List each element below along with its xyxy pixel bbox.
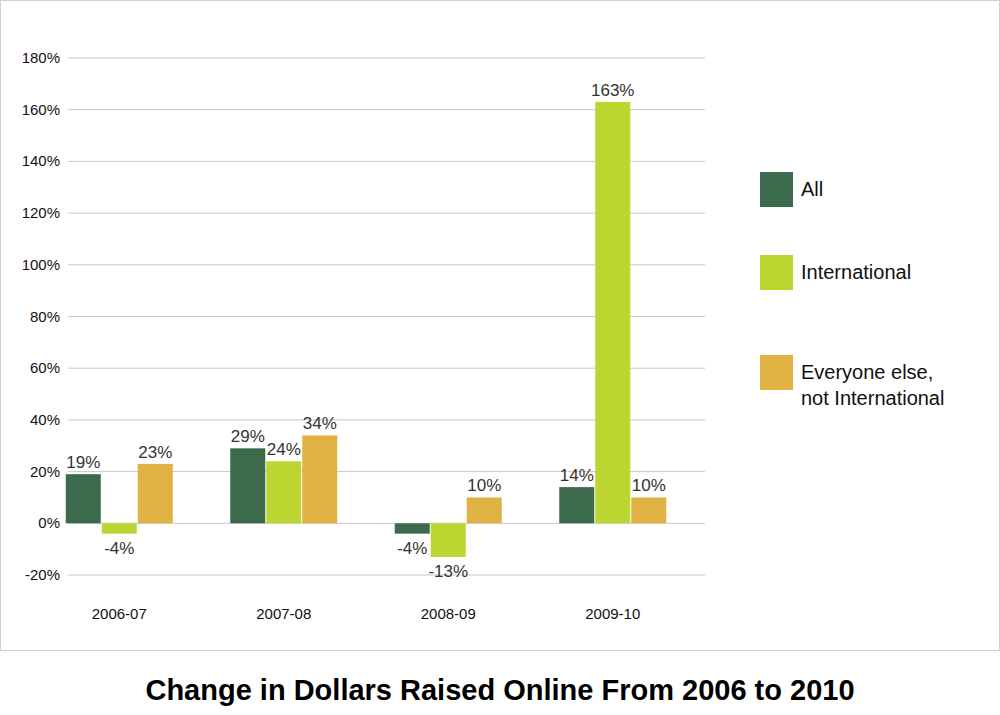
data-label: 19% bbox=[66, 453, 100, 472]
frame bbox=[1, 1, 1000, 651]
y-tick-label: 0% bbox=[38, 514, 60, 531]
chart: -20% 0% 20% 40% 60% 80% 100% 120% 140% 160% 180% 19… bbox=[0, 0, 1000, 715]
bars bbox=[66, 102, 667, 557]
x-tick-label: 2009-10 bbox=[585, 605, 640, 622]
y-tick-label: 180% bbox=[22, 49, 60, 66]
data-label: 14% bbox=[560, 466, 594, 485]
bar bbox=[66, 474, 101, 523]
data-label: 34% bbox=[303, 414, 337, 433]
data-label: -4% bbox=[397, 539, 427, 558]
legend-swatch bbox=[760, 172, 793, 207]
bar bbox=[230, 448, 265, 523]
legend-swatch bbox=[760, 255, 793, 290]
y-tick-label: 20% bbox=[30, 463, 60, 480]
y-tick-label: 140% bbox=[22, 152, 60, 169]
y-tick-label: 100% bbox=[22, 256, 60, 273]
bar bbox=[559, 487, 594, 523]
y-tick-label: -20% bbox=[25, 566, 60, 583]
y-tick-label: 80% bbox=[30, 308, 60, 325]
bar bbox=[102, 523, 137, 533]
data-label: 23% bbox=[138, 443, 172, 462]
x-tick-label: 2008-09 bbox=[421, 605, 476, 622]
x-tick-label: 2006-07 bbox=[92, 605, 147, 622]
data-label: 24% bbox=[267, 440, 301, 459]
grid-line bbox=[68, 58, 705, 59]
y-tick-label: 60% bbox=[30, 359, 60, 376]
bar bbox=[595, 102, 630, 523]
legend-label: All bbox=[801, 178, 823, 200]
y-tick-label: 40% bbox=[30, 411, 60, 428]
data-label: 163% bbox=[591, 81, 634, 100]
grid bbox=[68, 58, 705, 575]
data-label: 10% bbox=[467, 476, 501, 495]
y-tick-label: 120% bbox=[22, 204, 60, 221]
bar bbox=[431, 523, 466, 557]
legend: All International Everyone else,not Intern… bbox=[760, 172, 944, 409]
data-labels: 19% 29% -4% 14% -4% 24% -13% 163% 23% 34% 10% 10% bbox=[66, 81, 666, 581]
x-tick-label: 2007-08 bbox=[256, 605, 311, 622]
y-tick-label: 160% bbox=[22, 101, 60, 118]
legend-swatch bbox=[760, 355, 793, 390]
data-label: 29% bbox=[231, 427, 265, 446]
bar bbox=[395, 523, 430, 533]
bar bbox=[467, 497, 502, 523]
bar bbox=[631, 497, 666, 523]
data-label: -4% bbox=[104, 539, 134, 558]
bar bbox=[138, 464, 173, 523]
bar bbox=[302, 435, 337, 523]
bar bbox=[266, 461, 301, 523]
data-label: -13% bbox=[428, 562, 468, 581]
grid-line bbox=[68, 575, 705, 576]
legend-label: International bbox=[801, 261, 911, 283]
data-label: 10% bbox=[632, 476, 666, 495]
legend-label: Everyone else,not International bbox=[801, 361, 944, 409]
title: Change in Dollars Raised Online From 200… bbox=[145, 674, 854, 706]
